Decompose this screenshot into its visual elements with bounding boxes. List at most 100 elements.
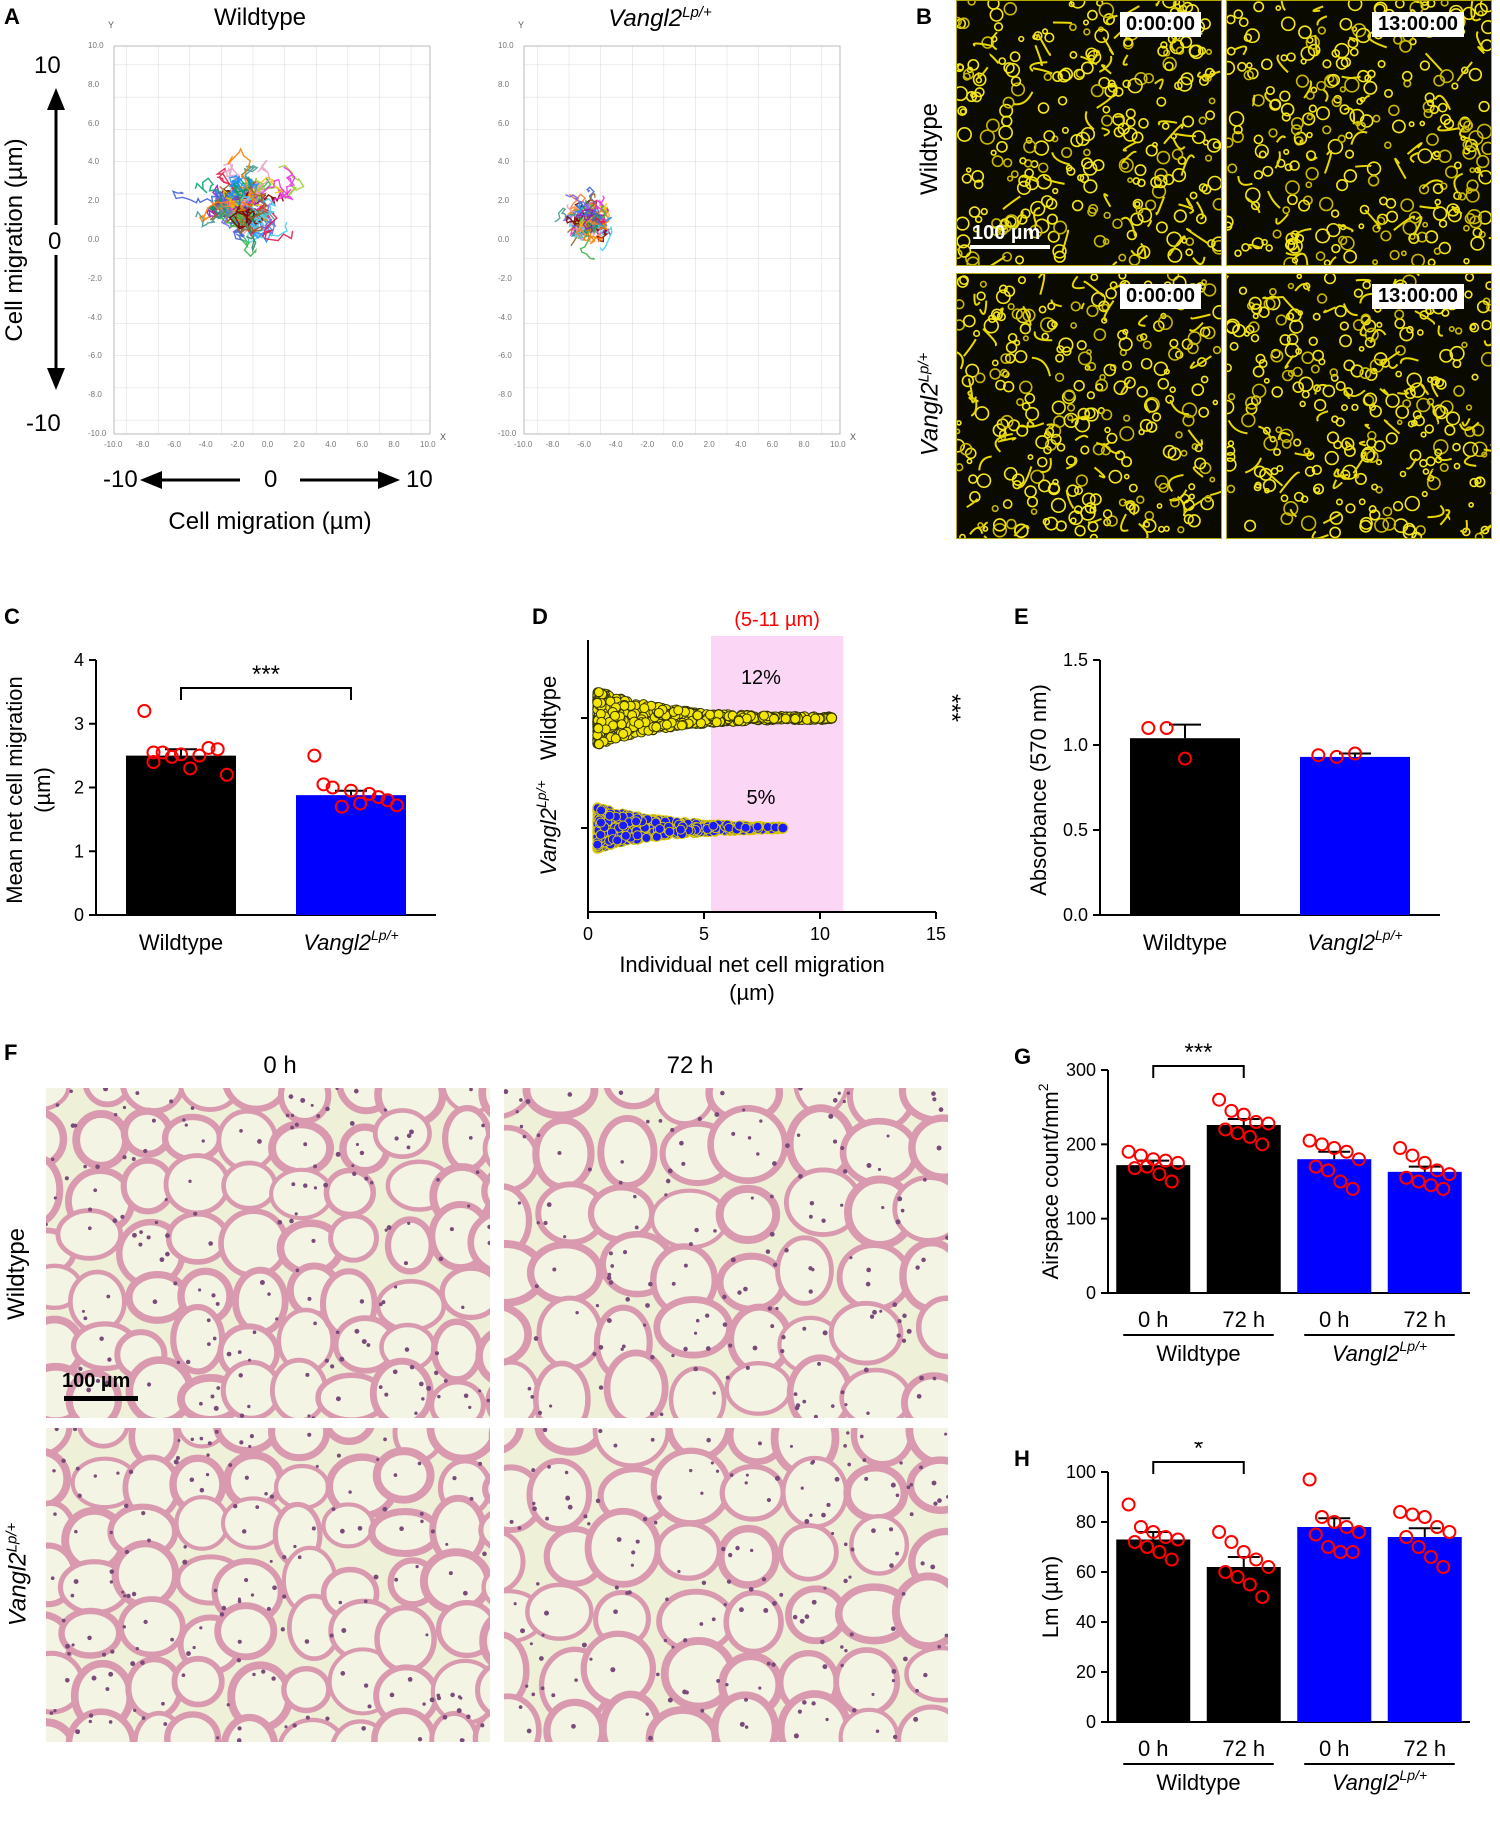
nucleus: [804, 1614, 810, 1619]
nucleus: [945, 1235, 948, 1240]
cell-process: [1013, 91, 1034, 106]
cell-blob: [1432, 183, 1444, 195]
nucleus: [892, 1302, 898, 1307]
d-category-sup: Lp/+: [533, 780, 549, 808]
cell-blob: [1070, 517, 1077, 524]
cell-blob: [1333, 440, 1343, 450]
nucleus: [551, 1693, 556, 1698]
cell-blob: [1312, 349, 1325, 362]
data-point: [1133, 1148, 1148, 1163]
cell-process: [1414, 310, 1436, 325]
nucleus: [789, 1444, 793, 1448]
cell-process: [1488, 237, 1491, 240]
nucleus: [840, 1203, 844, 1207]
cell-blob: [1392, 500, 1404, 512]
a-tick-y: -8.0: [88, 390, 102, 400]
cell-blob: [1464, 138, 1479, 153]
cell-blob: [1283, 256, 1298, 265]
nucleus: [109, 1569, 115, 1574]
alveolus: [46, 1718, 77, 1742]
nucleus: [271, 1676, 276, 1681]
cell-blob: [989, 7, 1004, 22]
nucleus: [436, 1693, 441, 1698]
cell-blob: [1044, 32, 1055, 43]
nucleus: [592, 1352, 597, 1357]
nucleus: [292, 1723, 297, 1728]
nucleus: [64, 1176, 69, 1181]
nucleus: [205, 1473, 210, 1477]
nucleus: [201, 1139, 205, 1143]
cell-blob: [1335, 498, 1343, 506]
cell-blob: [1283, 500, 1299, 517]
a-tick-x: -8.0: [545, 440, 560, 449]
nucleus: [722, 1322, 728, 1327]
cell-blob: [1271, 386, 1283, 398]
cell-blob: [1420, 1, 1430, 6]
cell-blob: [961, 173, 973, 184]
cell-blob: [1098, 2, 1115, 19]
cell-process: [1042, 173, 1065, 185]
nucleus: [822, 1664, 828, 1670]
nucleus: [921, 1257, 926, 1263]
nucleus: [897, 1319, 902, 1324]
trajectory-line: [227, 147, 255, 212]
alveolus: [908, 1114, 948, 1181]
nucleus: [349, 1121, 355, 1126]
cell-blob: [1038, 479, 1051, 493]
nucleus: [448, 1571, 453, 1576]
nucleus: [294, 1212, 298, 1216]
cell-blob: [1090, 84, 1104, 98]
cell-blob: [1153, 174, 1168, 189]
cell-blob: [1161, 122, 1170, 130]
cell-blob: [1474, 476, 1486, 488]
cell-blob: [1180, 449, 1188, 457]
cell-process: [1419, 382, 1429, 395]
cell-blob: [1292, 381, 1305, 393]
nucleus: [688, 1468, 693, 1473]
nucleus: [725, 1375, 730, 1380]
nucleus: [107, 1357, 112, 1362]
cell-blob: [1246, 62, 1253, 69]
nucleus: [120, 1214, 125, 1219]
cell-blob: [1382, 517, 1397, 531]
data-point: [1242, 1129, 1257, 1144]
cell-blob: [1077, 407, 1091, 421]
nucleus: [475, 1170, 480, 1175]
a-tick-y: -8.0: [498, 390, 512, 400]
cell-process: [1155, 1, 1161, 7]
cell-blob: [1276, 464, 1284, 472]
data-point: [362, 786, 377, 801]
nucleus: [239, 1129, 243, 1133]
cell-blob: [1417, 148, 1433, 164]
nucleus: [331, 1507, 336, 1512]
cell-blob: [1474, 2, 1488, 17]
nucleus: [665, 1178, 671, 1184]
nucleus: [103, 1088, 109, 1092]
cell-blob: [1169, 386, 1176, 393]
cell-blob: [971, 169, 985, 183]
cell-blob: [1391, 119, 1406, 134]
y-tick-label: 4: [74, 650, 84, 670]
cell-blob: [996, 141, 1008, 153]
cell-blob: [1125, 108, 1136, 119]
cell-blob: [1033, 140, 1050, 156]
cell-blob: [957, 127, 972, 142]
d-data-point: [740, 822, 751, 833]
nucleus: [130, 1661, 136, 1667]
nucleus: [667, 1697, 673, 1703]
nucleus: [469, 1088, 473, 1092]
nucleus: [772, 1600, 777, 1606]
cell-process: [1328, 256, 1337, 265]
cell-blob: [1093, 328, 1107, 341]
nucleus: [895, 1551, 899, 1556]
cell-blob: [1358, 345, 1365, 352]
cell-blob: [1425, 456, 1436, 467]
category-label: 0 h: [1138, 1307, 1169, 1332]
nucleus: [872, 1309, 877, 1315]
nucleus: [705, 1313, 710, 1318]
nucleus: [87, 1226, 92, 1231]
nucleus: [237, 1597, 241, 1601]
nucleus: [650, 1437, 655, 1442]
cell-blob: [1363, 80, 1378, 95]
cell-blob: [998, 284, 1008, 294]
